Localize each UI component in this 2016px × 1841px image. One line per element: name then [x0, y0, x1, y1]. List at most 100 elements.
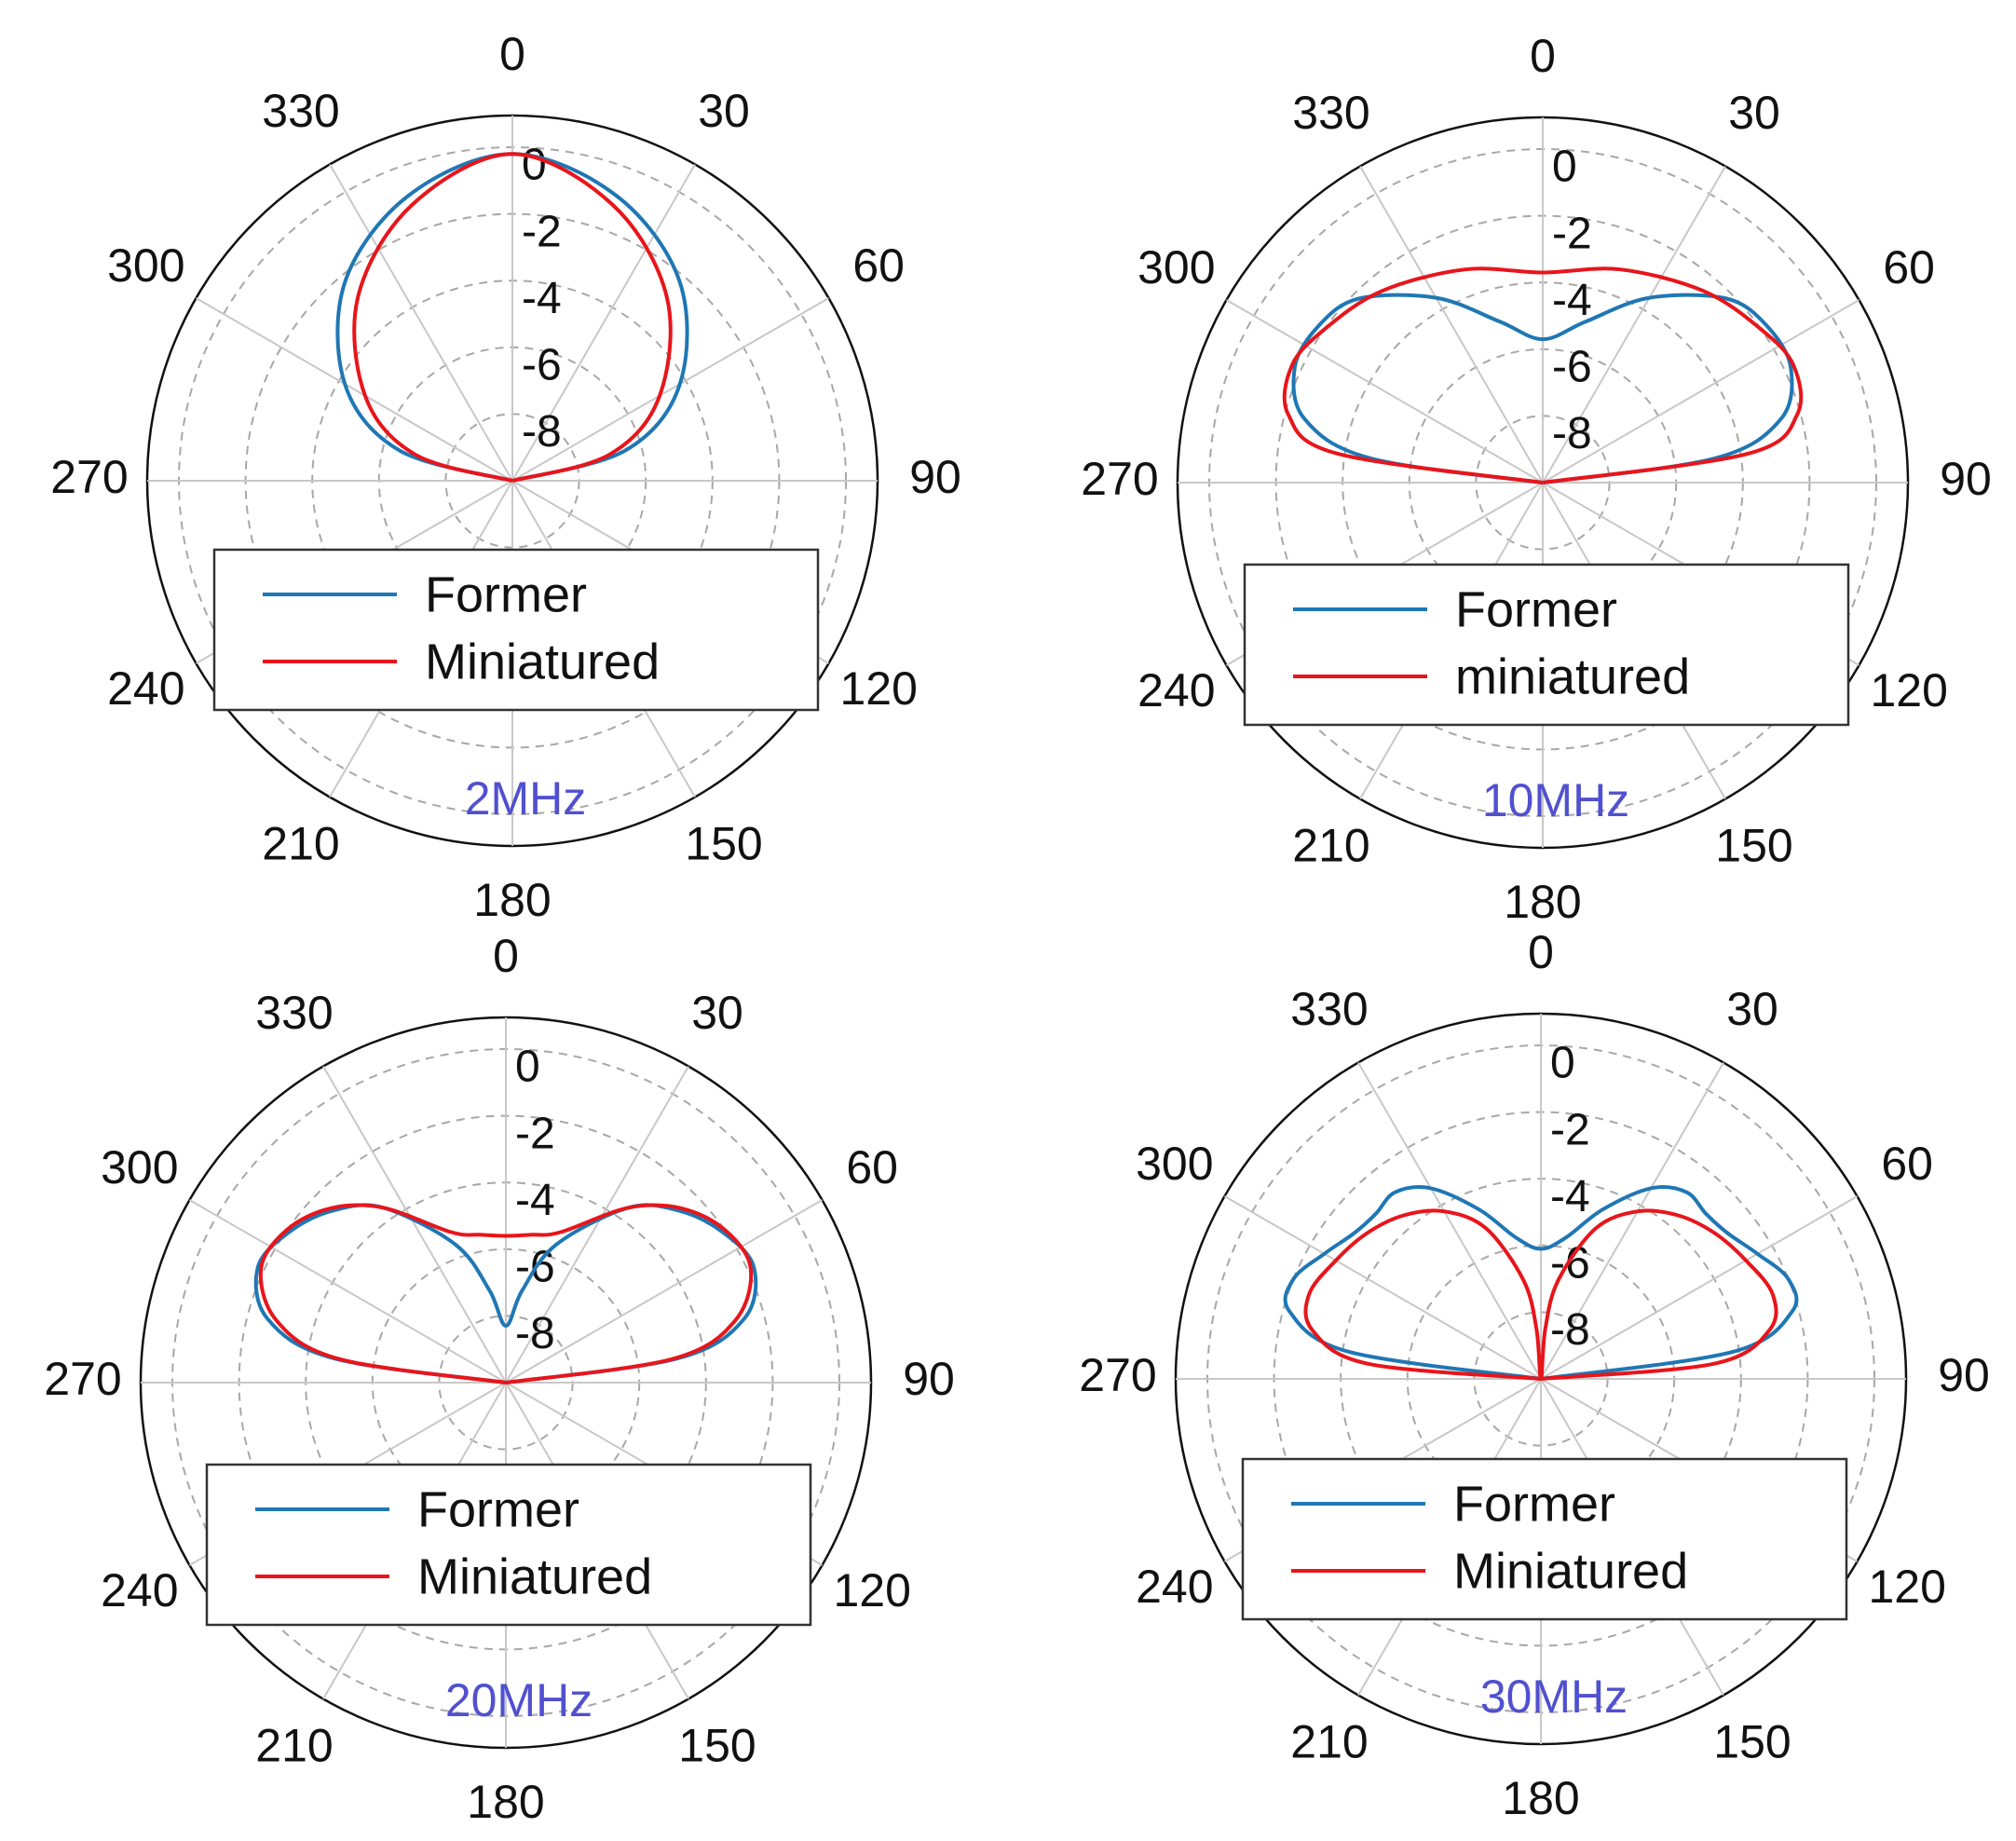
angle-tick-label: 270 — [50, 451, 128, 503]
legend-box — [1241, 1457, 1848, 1621]
legend-box — [212, 548, 820, 712]
radial-tick-label: 0 — [522, 141, 547, 190]
angle-tick-label: 0 — [499, 28, 525, 80]
angle-tick-label: 240 — [101, 1564, 178, 1616]
polar-spoke — [1224, 1195, 1542, 1380]
legend: Former Miniatured — [212, 548, 820, 712]
angle-tick-label: 120 — [1870, 664, 1947, 716]
angle-tick-label: 330 — [262, 85, 339, 137]
legend-entry-label: Former — [417, 1481, 579, 1537]
polar-spoke — [511, 297, 829, 482]
radial-tick-label: -4 — [515, 1176, 555, 1225]
polar-spoke — [322, 1066, 507, 1384]
angle-tick-label: 30 — [1726, 983, 1778, 1035]
polar-spoke — [189, 1199, 507, 1384]
polar-spoke — [196, 297, 513, 482]
series-line-miniatured — [1282, 266, 1804, 484]
angle-tick-label: 240 — [1137, 664, 1215, 716]
series-line-miniatured — [258, 1203, 754, 1384]
series-line-miniatured — [1303, 1208, 1778, 1381]
frequency-label: 10MHz — [1482, 774, 1629, 826]
radial-tick-label: 0 — [515, 1043, 540, 1092]
legend-entry-label: Miniatured — [417, 1548, 652, 1604]
angle-tick-label: 330 — [1292, 87, 1369, 139]
legend: Former Miniatured — [1241, 1457, 1848, 1621]
angle-tick-label: 0 — [1530, 30, 1556, 82]
polar-chart-10mhz: 0 30 60 90 120 150 180 210 240 270 300 330 0 -2 -4 -6 -8… — [1081, 30, 1992, 928]
polar-spoke — [505, 1066, 689, 1384]
frequency-label: 30MHz — [1480, 1671, 1628, 1723]
angle-tick-label: 270 — [44, 1353, 121, 1405]
angle-tick-label: 210 — [1290, 1715, 1368, 1767]
polar-chart-2mhz: 0 30 60 90 120 150 180 210 240 270 300 330 0 -2 -4 -6 -8… — [50, 28, 961, 926]
frequency-label: 2MHz — [465, 772, 587, 825]
polar-spoke — [1357, 1062, 1542, 1380]
angle-tick-label: 210 — [255, 1719, 333, 1771]
radial-tick-label: -2 — [515, 1109, 555, 1158]
radial-tick-label: -8 — [515, 1309, 555, 1358]
angle-tick-label: 30 — [1728, 87, 1780, 139]
angle-tick-label: 300 — [1136, 1138, 1213, 1190]
angle-tick-label: 300 — [101, 1141, 178, 1193]
radial-tick-label: 0 — [1552, 143, 1577, 192]
angle-tick-label: 180 — [473, 874, 551, 926]
angle-tick-label: 240 — [107, 662, 184, 715]
angle-tick-label: 120 — [839, 662, 917, 715]
polar-spoke — [1542, 166, 1726, 484]
angle-tick-label: 150 — [1715, 819, 1792, 871]
angle-tick-label: 0 — [1528, 926, 1554, 978]
angle-tick-label: 180 — [467, 1776, 544, 1828]
polar-spoke — [1540, 1062, 1724, 1380]
polar-spoke — [1540, 1195, 1858, 1380]
legend-entry-label: Former — [1453, 1476, 1615, 1532]
angle-tick-label: 180 — [1504, 876, 1581, 928]
angle-tick-label: 150 — [1713, 1715, 1791, 1767]
legend: Former Miniatured — [205, 1463, 812, 1627]
angle-tick-label: 60 — [846, 1141, 898, 1193]
legend: Former miniatured — [1243, 563, 1850, 727]
legend-entry-label: Former — [1455, 581, 1617, 637]
radial-tick-label: -4 — [1552, 276, 1592, 325]
angle-tick-label: 90 — [909, 451, 961, 503]
angle-tick-label: 150 — [678, 1719, 756, 1771]
angle-tick-label: 60 — [852, 239, 905, 292]
radial-tick-label: -2 — [1550, 1105, 1590, 1154]
legend-box — [205, 1463, 812, 1627]
series-line-former — [253, 1203, 758, 1384]
polar-spoke — [329, 164, 513, 482]
legend-entry-label: Miniatured — [1453, 1543, 1688, 1599]
legend-entry-label: miniatured — [1455, 648, 1690, 704]
radial-tick-label: -4 — [522, 274, 562, 323]
frequency-label: 20MHz — [445, 1674, 593, 1726]
angle-tick-label: 300 — [107, 239, 184, 292]
polar-chart-20mhz: 03060901201501802102402703003300-2-4-6-8… — [44, 930, 955, 1828]
radial-tick-label: -2 — [522, 207, 562, 256]
angle-tick-label: 60 — [1883, 241, 1935, 293]
angle-tick-label: 120 — [1868, 1561, 1945, 1613]
legend-box — [1243, 563, 1850, 727]
radial-tick-label: -8 — [1550, 1305, 1590, 1355]
legend-entry-label: Miniatured — [425, 634, 660, 689]
angle-tick-label: 0 — [493, 930, 519, 982]
radial-tick-label: -8 — [522, 407, 562, 457]
radial-tick-label: -4 — [1550, 1172, 1590, 1221]
angle-tick-label: 210 — [262, 817, 339, 869]
radial-tick-label: -6 — [522, 340, 562, 389]
radial-tick-label: 0 — [1550, 1039, 1575, 1088]
radial-tick-label: -6 — [1552, 342, 1592, 391]
angle-tick-label: 30 — [698, 85, 750, 137]
polar-spoke — [1542, 299, 1859, 484]
series-line-miniatured — [352, 152, 673, 483]
polar-spoke — [505, 1199, 823, 1384]
polar-spoke — [1359, 166, 1544, 484]
polar-spoke — [1226, 299, 1544, 484]
angle-tick-label: 60 — [1881, 1138, 1933, 1190]
angle-tick-label: 90 — [903, 1353, 955, 1405]
angle-tick-label: 30 — [691, 987, 743, 1039]
legend-entry-label: Former — [425, 566, 587, 622]
polar-spoke — [511, 164, 696, 482]
angle-tick-label: 330 — [1290, 983, 1368, 1035]
angle-tick-label: 270 — [1081, 453, 1158, 505]
angle-tick-label: 180 — [1502, 1772, 1579, 1824]
